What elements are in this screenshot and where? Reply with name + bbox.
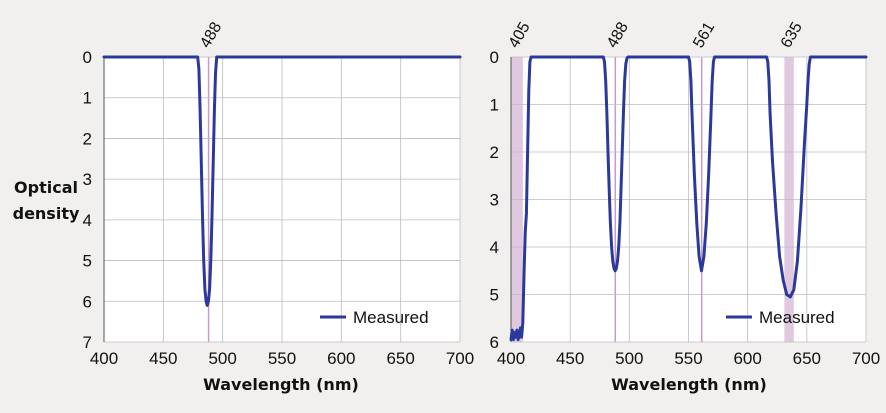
right-y-tick-5: 5: [490, 286, 499, 305]
right-x-tick-400: 400: [497, 349, 525, 368]
left-x-tick-700: 700: [446, 349, 474, 368]
right-x-tick-450: 450: [556, 349, 584, 368]
right-laser-label-561: 561: [690, 19, 718, 51]
left-x-tick-500: 500: [208, 349, 236, 368]
x-axis-title-right: Wavelength (nm): [611, 375, 767, 394]
right-x-tick-650: 650: [793, 349, 821, 368]
right-x-tick-600: 600: [733, 349, 761, 368]
right-legend-label: Measured: [759, 308, 835, 327]
left-series-line-0: [102, 55, 462, 307]
left-y-tick-7: 7: [83, 333, 92, 352]
left-x-tick-400: 400: [90, 349, 118, 368]
left-y-tick-6: 6: [83, 292, 92, 311]
left-x-tick-600: 600: [327, 349, 355, 368]
right-y-tick-3: 3: [490, 191, 499, 210]
left-x-tick-450: 450: [149, 349, 177, 368]
right-y-tick-6: 6: [490, 333, 499, 352]
left-y-tick-2: 2: [83, 129, 92, 148]
right-y-tick-4: 4: [490, 238, 499, 257]
right-x-tick-500: 500: [615, 349, 643, 368]
left-x-tick-650: 650: [386, 349, 414, 368]
left-laser-band-488: [207, 57, 210, 342]
right-laser-label-405: 405: [506, 19, 534, 51]
left-y-tick-0: 0: [83, 48, 92, 67]
right-laser-label-635: 635: [778, 19, 806, 51]
right-x-tick-700: 700: [852, 349, 880, 368]
y-axis-title-line1: Optical: [14, 178, 78, 197]
right-x-tick-550: 550: [674, 349, 702, 368]
right-laser-label-488: 488: [604, 19, 632, 51]
left-legend-label: Measured: [353, 308, 429, 327]
left-y-tick-3: 3: [83, 170, 92, 189]
left-y-tick-1: 1: [83, 89, 92, 108]
right-y-tick-2: 2: [490, 143, 499, 162]
right-series-line-0: [509, 55, 868, 342]
y-axis-title-line2: density: [13, 204, 80, 223]
x-axis-title-left: Wavelength (nm): [203, 375, 359, 394]
left-y-tick-4: 4: [83, 211, 92, 230]
right-y-tick-0: 0: [490, 48, 499, 67]
left-y-tick-5: 5: [83, 252, 92, 271]
right-y-tick-1: 1: [490, 96, 499, 115]
left-x-tick-550: 550: [268, 349, 296, 368]
left-laser-label-488: 488: [197, 19, 225, 51]
